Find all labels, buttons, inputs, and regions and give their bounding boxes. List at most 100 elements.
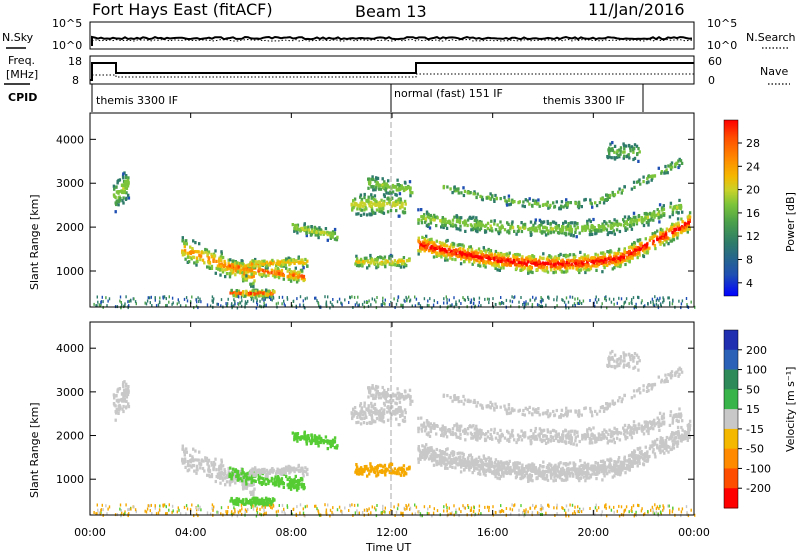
- power-cell: [195, 256, 199, 260]
- power-cell: [633, 248, 637, 252]
- power-cell: [293, 229, 296, 233]
- velocity-cell: [584, 479, 587, 483]
- power-cell: [225, 302, 227, 306]
- power-cell: [554, 262, 557, 266]
- power-cell: [509, 263, 512, 267]
- power-cell: [407, 185, 410, 190]
- power-cell: [477, 222, 480, 226]
- power-cell: [677, 204, 681, 208]
- power-cell: [275, 274, 278, 279]
- power-cell: [446, 238, 449, 243]
- power-cell: [359, 202, 363, 207]
- power-cell: [275, 302, 278, 306]
- velocity-cell: [430, 446, 433, 450]
- velocity-cell: [206, 473, 209, 477]
- power-cell: [586, 260, 589, 264]
- velocity-cell: [289, 483, 292, 487]
- velocity-cell: [197, 458, 200, 462]
- power-cell: [668, 237, 671, 241]
- power-cell: [324, 295, 326, 299]
- velocity-cell: [121, 392, 124, 396]
- velocity-cell: [390, 462, 394, 466]
- power-cell: [144, 301, 146, 305]
- power-cell: [640, 241, 643, 245]
- power-cell: [367, 198, 370, 202]
- power-cell: [295, 304, 297, 308]
- power-cell: [607, 193, 610, 198]
- power-cell: [424, 217, 427, 221]
- velocity-cell: [198, 462, 201, 466]
- power-cell: [623, 147, 626, 151]
- power-cell: [375, 177, 378, 181]
- velocity-cell: [384, 396, 387, 400]
- power-cell: [542, 225, 546, 229]
- power-cell: [375, 258, 379, 262]
- power-cell: [499, 220, 502, 224]
- power-cell: [550, 264, 553, 269]
- power-cell: [465, 253, 469, 257]
- velocity-cell: [392, 394, 395, 398]
- power-cell: [497, 256, 501, 260]
- power-cell: [553, 263, 556, 267]
- power-cell: [619, 252, 622, 256]
- power-cell: [399, 265, 403, 269]
- power-cell: [605, 295, 607, 299]
- velocity-cell: [380, 407, 383, 411]
- power-cell: [663, 171, 666, 175]
- velocity-cell: [408, 388, 412, 392]
- velocity-cell: [314, 441, 317, 445]
- power-cell: [368, 299, 370, 303]
- power-cell: [613, 144, 617, 148]
- velocity-cell: [186, 460, 190, 464]
- power-cell: [310, 225, 313, 229]
- velocity-cell: [250, 490, 253, 494]
- power-cell: [627, 215, 630, 219]
- velocity-cell: [270, 500, 273, 504]
- power-cell: [671, 213, 674, 217]
- velocity-cell: [262, 481, 265, 485]
- power-cell: [576, 260, 579, 264]
- power-cell: [232, 291, 235, 295]
- power-cell: [610, 223, 613, 228]
- velocity-cell: [376, 471, 380, 475]
- power-cell: [529, 259, 532, 263]
- velocity-cell: [371, 404, 375, 408]
- velocity-cell: [396, 397, 399, 401]
- velocity-cell: [123, 391, 127, 395]
- power-cell: [566, 202, 569, 206]
- power-cell: [613, 297, 615, 301]
- power-cell: [265, 260, 269, 264]
- power-cell: [489, 224, 492, 228]
- power-cell: [537, 260, 540, 264]
- power-cell: [377, 256, 380, 260]
- velocity-cell: [359, 422, 363, 426]
- velocity-cell: [304, 466, 307, 470]
- power-cell: [469, 191, 472, 195]
- power-cell: [366, 301, 369, 304]
- velocity-cell: [127, 405, 131, 409]
- power-cell: [545, 228, 548, 232]
- velocity-cell: [353, 410, 356, 414]
- power-cell: [286, 296, 288, 300]
- power-cell: [617, 260, 620, 264]
- power-cell: [425, 210, 429, 214]
- velocity-cell: [403, 419, 407, 423]
- power-cell: [611, 260, 614, 265]
- velocity-cell: [122, 395, 125, 399]
- velocity-cell: [365, 408, 369, 412]
- power-cell: [355, 212, 358, 216]
- power-cell: [532, 223, 535, 227]
- power-cell: [618, 296, 620, 300]
- velocity-cell: [373, 402, 377, 406]
- velocity-cell: [251, 479, 254, 483]
- power-cell: [426, 214, 429, 218]
- power-cell: [604, 297, 606, 301]
- power-cell: [584, 228, 587, 232]
- power-cell: [197, 306, 199, 310]
- power-cell: [620, 297, 623, 301]
- velocity-cell: [402, 397, 406, 401]
- velocity-cell: [588, 467, 592, 471]
- power-cell: [307, 228, 310, 232]
- power-cell: [463, 260, 466, 264]
- power-cell: [361, 302, 364, 306]
